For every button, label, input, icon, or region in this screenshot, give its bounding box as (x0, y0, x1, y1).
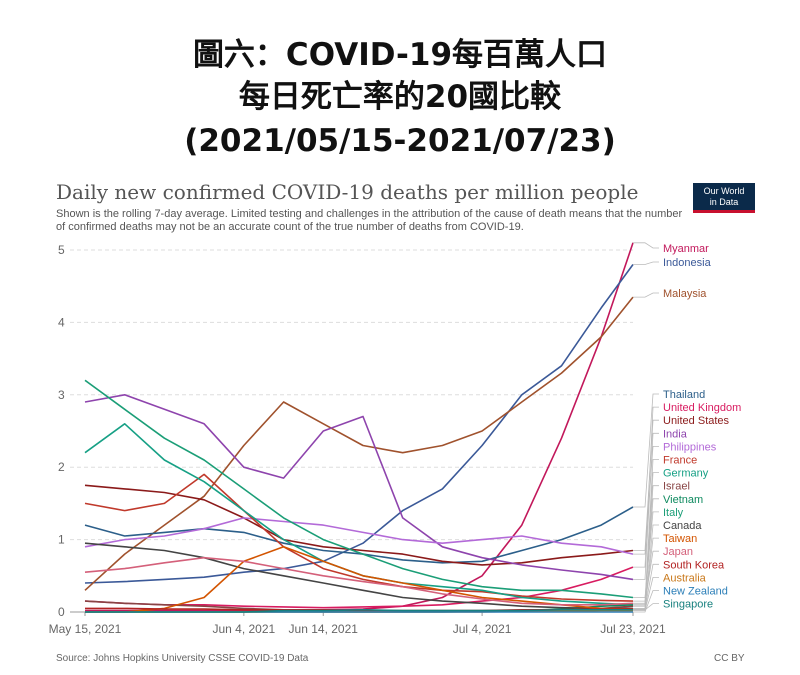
x-tick-label: Jul 4, 2021 (453, 622, 512, 636)
legend-connector (633, 511, 659, 598)
legend-label: Thailand (663, 389, 705, 401)
y-tick-label: 4 (58, 315, 65, 329)
y-tick-label: 3 (58, 388, 65, 402)
legend-connector (633, 524, 659, 609)
figure-heading-line3: (2021/05/15-2021/07/23) (184, 123, 616, 159)
y-tick-label: 0 (58, 605, 65, 619)
legend-connector (633, 550, 659, 604)
legend-label: Singapore (663, 599, 713, 611)
legend-connector (633, 242, 659, 249)
legend-label: New Zealand (663, 586, 728, 598)
x-tick-label: Jul 23, 2021 (600, 622, 666, 636)
y-tick-label: 1 (58, 533, 65, 547)
legend-connector (633, 393, 659, 508)
legend-label: South Korea (663, 559, 725, 571)
legend-connector (633, 292, 659, 298)
series-line (84, 556, 634, 606)
legend-label: Israel (663, 481, 690, 493)
license-note[interactable]: CC BY (714, 653, 745, 664)
legend-label: Germany (663, 468, 709, 480)
series-line (84, 566, 634, 609)
legend-label: Taiwan (663, 533, 697, 545)
legend-label: Philippines (663, 441, 717, 453)
legend-connector (633, 603, 659, 611)
y-tick-label: 2 (58, 460, 65, 474)
legend-connector (633, 432, 659, 580)
chart-title: Daily new confirmed COVID-19 deaths per … (56, 180, 639, 204)
series-line (84, 393, 634, 581)
legend-label: Vietnam (663, 494, 703, 506)
legend-label: Australia (663, 572, 707, 584)
series-line (84, 517, 634, 555)
legend-label: France (663, 455, 697, 467)
owid-logo[interactable]: Our World in Data (693, 183, 755, 213)
legend-label: United Kingdom (663, 402, 741, 414)
legend-connector (633, 590, 659, 613)
figure-heading-line2: 每日死亡率的20國比較 (238, 79, 562, 115)
legend-connector (633, 563, 659, 610)
legend-label: Malaysia (663, 288, 707, 300)
legend-connector (633, 577, 659, 611)
series-line (85, 242, 634, 612)
series-line (84, 379, 634, 599)
x-tick-label: Jun 14, 2021 (289, 622, 359, 636)
legend-label: India (663, 428, 688, 440)
legend-connector (633, 445, 659, 555)
legend-connector (633, 261, 659, 265)
series-line (84, 542, 633, 610)
series-line (84, 296, 634, 591)
legend-label: Canada (663, 520, 702, 532)
source-note: Source: Johns Hopkins University CSSE CO… (56, 653, 309, 664)
legend-label: United States (663, 415, 730, 427)
legend-connector (633, 459, 659, 602)
series-line (85, 608, 633, 613)
legend-label: Myanmar (663, 243, 709, 255)
legend-connector (633, 485, 659, 607)
legend-label: Italy (663, 507, 684, 519)
x-tick-label: Jun 4, 2021 (212, 622, 275, 636)
x-tick-label: May 15, 2021 (49, 622, 122, 636)
series-line (84, 484, 634, 566)
logo-line1: Our World (703, 186, 745, 196)
legend-label: Indonesia (663, 257, 712, 269)
legend-label: Japan (663, 546, 693, 558)
legend-connector (633, 419, 659, 551)
series-line (84, 264, 634, 584)
series-line (84, 473, 634, 602)
chart-subtitle: Shown is the rolling 7-day average. Limi… (56, 208, 683, 233)
logo-line2: in Data (709, 197, 739, 207)
y-tick-label: 5 (58, 243, 65, 257)
figure-heading-line1: 圖六：COVID-19每百萬人口 (192, 37, 608, 73)
